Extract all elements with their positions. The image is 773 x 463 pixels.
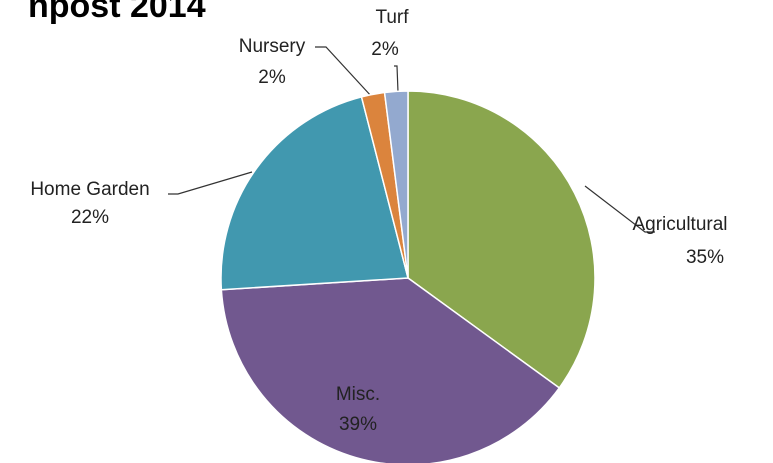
leader-line bbox=[394, 65, 399, 93]
slice-label: Agricultural bbox=[632, 214, 727, 235]
slice-value-label: 2% bbox=[371, 39, 399, 60]
leader-lines bbox=[168, 46, 655, 233]
pie-slice bbox=[383, 90, 409, 279]
slice-value-label: 39% bbox=[339, 414, 377, 435]
slice-value-label: 2% bbox=[258, 67, 286, 88]
chart-title: npost 2014 bbox=[28, 0, 206, 25]
slice-label: Nursery bbox=[239, 36, 306, 57]
pie-slice bbox=[407, 90, 596, 389]
slice-value-label: 22% bbox=[71, 207, 109, 228]
leader-line bbox=[315, 46, 373, 98]
slice-label: Misc. bbox=[336, 384, 380, 405]
leader-line bbox=[168, 171, 253, 195]
pie-slice bbox=[220, 95, 409, 291]
slice-value-label: 35% bbox=[686, 247, 724, 268]
slice-label: Home Garden bbox=[30, 179, 149, 200]
pie-slice bbox=[220, 277, 561, 463]
slice-label: Turf bbox=[375, 7, 409, 28]
leader-line bbox=[584, 185, 655, 233]
